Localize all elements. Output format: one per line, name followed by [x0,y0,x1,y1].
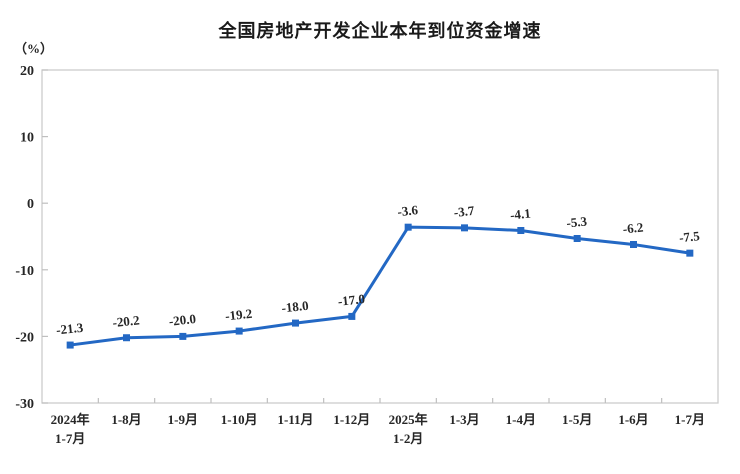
y-tick-label: 0 [27,197,34,212]
data-point-label: -18.0 [281,298,310,316]
data-point-label: -19.2 [224,306,253,324]
x-tick-label: 1-8月 [111,412,141,427]
data-point-marker [686,249,694,257]
data-point-marker [179,332,187,340]
y-tick-label: -30 [15,397,34,412]
x-tick-label: 1-3月 [449,412,479,427]
data-point-label: -21.3 [55,320,84,338]
data-point-label: -7.5 [678,228,701,245]
y-axis-unit-label: （%） [14,41,54,56]
data-point-marker [348,312,356,320]
y-tick-label: -20 [15,330,34,345]
data-point-label: -4.1 [509,205,531,222]
y-tick-label: 20 [20,64,34,79]
x-tick-label: 1-4月 [506,412,536,427]
y-tick-label: -10 [15,264,34,279]
data-point-marker [123,334,130,342]
data-point-marker [461,224,468,232]
x-tick-label: 1-11月 [277,412,313,427]
data-point-label: -20.0 [168,311,197,329]
x-tick-label: 1-7月 [675,412,705,427]
x-tick-label: 1-6月 [618,412,648,427]
data-point-label: -3.7 [453,203,476,220]
data-point-marker [292,319,299,327]
x-tick-label: 2025年 1-2月 [389,412,428,446]
data-point-label: -17.0 [337,291,366,309]
data-point-marker [66,341,74,349]
x-tick-label: 2024年 1-7月 [51,412,90,446]
trend-line [68,225,692,347]
data-point-label: -3.6 [397,202,420,219]
x-tick-label: 1-12月 [333,412,370,427]
x-tick-label: 1-10月 [221,412,258,427]
data-point-marker [573,234,581,242]
x-tick-label: 1-9月 [168,412,198,427]
chart-title: 全国房地产开发企业本年到位资金增速 [218,21,542,41]
data-point-label: -20.2 [112,312,141,330]
data-point-marker [235,327,243,335]
y-tick-label: 10 [20,131,34,146]
data-point-label: -6.2 [622,219,644,236]
data-point-marker [404,223,412,231]
data-point-marker [630,240,637,248]
plot-border [41,69,719,404]
x-tick-label: 1-5月 [562,412,592,427]
data-point-label: -5.3 [566,213,589,230]
data-point-marker [517,227,525,235]
